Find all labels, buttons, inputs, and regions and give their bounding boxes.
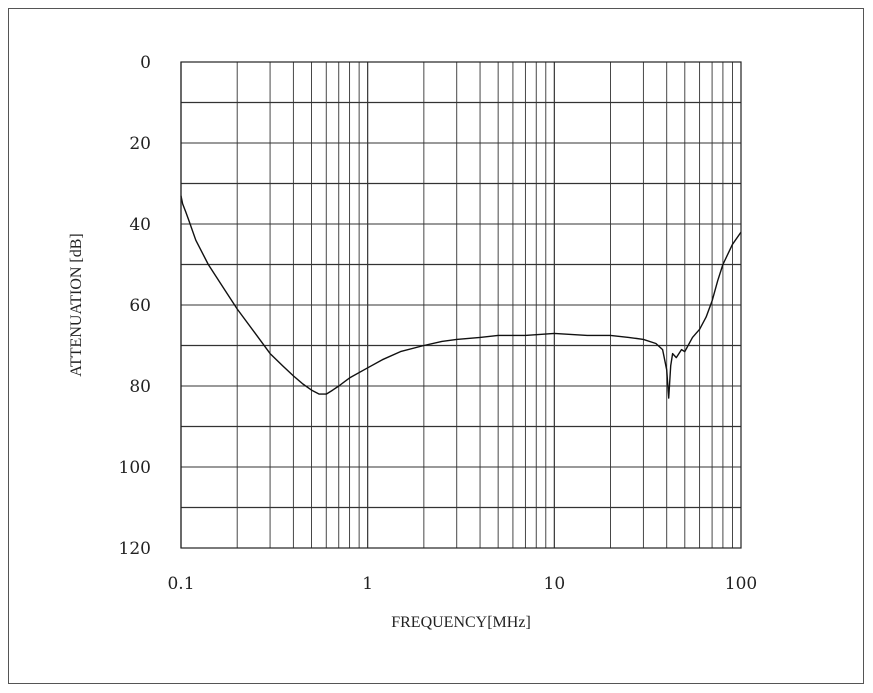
y-tick-labels: 0 20 40 60 80 100 120	[119, 53, 151, 559]
y-tick-label: 100	[119, 458, 151, 478]
y-axis-label: ATTENUATION [dB]	[68, 233, 85, 377]
x-tick-label: 1	[362, 574, 373, 594]
series-layer	[180, 195, 742, 399]
x-tick-label: 100	[725, 574, 757, 594]
y-tick-label: 80	[129, 377, 151, 397]
x-axis-label: FREQUENCY[MHz]	[391, 614, 531, 631]
y-tick-label: 0	[140, 53, 151, 73]
x-tick-label: 10	[544, 574, 566, 594]
grid	[180, 62, 741, 548]
plot-border	[180, 61, 742, 549]
attenuation-chart: 0 20 40 60 80 100 120 0.1 1 10 100 FREQUENCY[MHz]…	[68, 53, 757, 631]
x-tick-label: 0.1	[167, 574, 194, 594]
attenuation-series-line	[180, 195, 742, 399]
y-tick-label: 40	[129, 215, 151, 235]
y-tick-label: 120	[119, 539, 151, 559]
y-tick-label: 20	[129, 134, 151, 154]
x-tick-labels: 0.1 1 10 100	[167, 574, 757, 594]
y-tick-label: 60	[129, 296, 151, 316]
chart-frame: 0 20 40 60 80 100 120 0.1 1 10 100 FREQUENCY[MHz]…	[8, 8, 864, 684]
